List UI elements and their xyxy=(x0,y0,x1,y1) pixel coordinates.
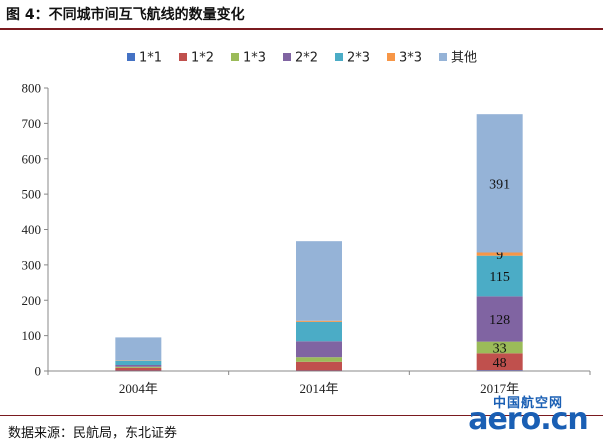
y-tick-label: 0 xyxy=(35,364,42,379)
legend-label: 1*2 xyxy=(191,51,214,66)
legend-label: 2*2 xyxy=(295,51,318,66)
data-label: 115 xyxy=(489,270,509,285)
data-label: 9 xyxy=(496,248,503,263)
bar-segment xyxy=(296,321,342,342)
x-tick-label: 2017年 xyxy=(480,381,519,396)
legend-label: 1*1 xyxy=(139,51,162,66)
y-tick-label: 100 xyxy=(22,328,42,343)
bar-segment xyxy=(115,367,162,371)
legend-swatch xyxy=(179,53,187,61)
x-tick-label: 2014年 xyxy=(299,381,338,396)
legend-label: 其他 xyxy=(451,51,477,66)
y-tick-label: 300 xyxy=(22,257,42,272)
legend-swatch xyxy=(439,53,447,61)
legend-label: 3*3 xyxy=(399,51,422,66)
bar-segment xyxy=(115,364,162,367)
data-label: 128 xyxy=(489,313,510,328)
x-tick-label: 2004年 xyxy=(119,381,158,396)
bar-segment xyxy=(296,361,342,371)
watermark-logo: 中国航空网 aero.cn xyxy=(455,392,601,442)
bar-segment xyxy=(476,370,523,371)
y-tick-label: 400 xyxy=(22,222,42,237)
bar-segment xyxy=(476,296,523,342)
y-tick-label: 600 xyxy=(22,151,42,166)
legend-swatch xyxy=(231,53,239,61)
bar-segment xyxy=(115,337,162,361)
bar-segment xyxy=(476,114,523,253)
bar-segment xyxy=(476,353,523,371)
title-rule xyxy=(0,28,603,30)
bar-segment xyxy=(476,341,523,354)
figure-title: 图 4：不同城市间互飞航线的数量变化 xyxy=(6,7,245,23)
bar-segment xyxy=(115,360,162,365)
bar-segment xyxy=(296,241,342,321)
legend-swatch xyxy=(283,53,291,61)
legend-swatch xyxy=(127,53,135,61)
legend-swatch xyxy=(387,53,395,61)
bar-segment xyxy=(115,366,162,368)
bar-segment xyxy=(296,320,342,322)
bar-segment xyxy=(296,357,342,362)
data-label: 33 xyxy=(493,341,507,356)
bar-segment xyxy=(476,255,523,297)
legend-label: 1*3 xyxy=(243,51,266,66)
y-tick-label: 800 xyxy=(22,81,42,96)
bottom-rule xyxy=(0,415,603,416)
y-tick-label: 200 xyxy=(22,293,42,308)
data-label: 48 xyxy=(493,356,507,371)
bar-segment xyxy=(296,341,342,358)
y-tick-label: 500 xyxy=(22,187,42,202)
bar-segment xyxy=(476,252,523,256)
y-tick-label: 700 xyxy=(22,116,42,131)
data-label: 391 xyxy=(489,177,510,192)
legend-swatch xyxy=(335,53,343,61)
watermark-top-text: 中国航空网 xyxy=(492,396,563,411)
legend-label: 2*3 xyxy=(347,51,370,66)
source-note: 数据来源：民航局，东北证券 xyxy=(8,426,178,441)
watermark-main-text: aero.cn xyxy=(468,402,589,437)
